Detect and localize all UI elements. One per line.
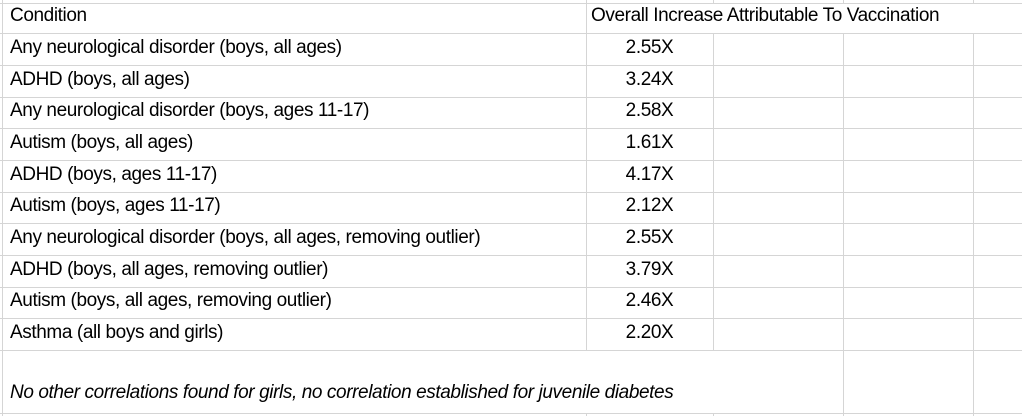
gridline-horizontal xyxy=(0,287,1022,288)
header-condition-cell[interactable]: Condition xyxy=(10,5,87,26)
gridline-horizontal xyxy=(0,33,1022,34)
gridline-vertical xyxy=(973,0,974,3)
condition-cell[interactable]: ADHD (boys, all ages) xyxy=(10,69,190,90)
table-row: Any neurological disorder (boys, all age… xyxy=(0,33,1022,65)
condition-cell[interactable]: Autism (boys, all ages) xyxy=(10,132,193,153)
gridline-vertical xyxy=(973,33,974,416)
gridline-vertical xyxy=(713,0,714,3)
gridline-vertical xyxy=(713,33,714,350)
gridline-horizontal xyxy=(0,223,1022,224)
header-row: Condition Overall Increase Attributable … xyxy=(0,3,1022,33)
value-cell[interactable]: 4.17X xyxy=(625,164,674,185)
footnote-row: No other correlations found for girls, n… xyxy=(0,350,1022,413)
value-cell[interactable]: 2.58X xyxy=(625,100,674,121)
table-row: ADHD (boys, all ages, removing outlier) … xyxy=(0,255,1022,287)
condition-cell[interactable]: ADHD (boys, ages 11-17) xyxy=(10,164,217,185)
condition-cell[interactable]: Asthma (all boys and girls) xyxy=(10,322,224,343)
gridline-horizontal xyxy=(0,413,1022,414)
condition-cell[interactable]: Any neurological disorder (boys, all age… xyxy=(10,37,342,58)
gridline-horizontal xyxy=(0,192,1022,193)
table-row: Autism (boys, ages 11-17) 2.12X xyxy=(0,192,1022,223)
condition-cell[interactable]: Any neurological disorder (boys, ages 11… xyxy=(10,100,370,121)
gridline-horizontal xyxy=(0,65,1022,66)
value-cell[interactable]: 3.79X xyxy=(625,259,674,280)
table-row: ADHD (boys, all ages) 3.24X xyxy=(0,65,1022,97)
condition-cell[interactable]: ADHD (boys, all ages, removing outlier) xyxy=(10,259,329,280)
footnote-cell[interactable]: No other correlations found for girls, n… xyxy=(10,382,674,403)
table-row: Asthma (all boys and girls) 2.20X xyxy=(0,318,1022,350)
gridline-horizontal xyxy=(0,350,1022,351)
value-cell[interactable]: 2.46X xyxy=(625,290,674,311)
gridline-horizontal xyxy=(0,160,1022,161)
gridline-horizontal xyxy=(0,255,1022,256)
gridline-vertical xyxy=(843,33,844,416)
condition-cell[interactable]: Any neurological disorder (boys, all age… xyxy=(10,227,481,248)
table-row: Any neurological disorder (boys, ages 11… xyxy=(0,97,1022,128)
gridline-horizontal xyxy=(0,97,1022,98)
value-cell[interactable]: 2.12X xyxy=(625,195,674,216)
value-cell[interactable]: 2.55X xyxy=(625,37,674,58)
condition-cell[interactable]: Autism (boys, all ages, removing outlier… xyxy=(10,290,332,311)
value-cell[interactable]: 3.24X xyxy=(625,69,674,90)
gridline-vertical xyxy=(586,413,587,416)
value-cell[interactable]: 2.20X xyxy=(625,322,674,343)
gridline-horizontal xyxy=(0,3,1022,4)
value-cell[interactable]: 1.61X xyxy=(625,132,674,153)
gridline-vertical xyxy=(2,0,3,416)
header-value-cell[interactable]: Overall Increase Attributable To Vaccina… xyxy=(591,5,940,26)
table-row: Any neurological disorder (boys, all age… xyxy=(0,223,1022,255)
gridline-vertical xyxy=(713,413,714,416)
table-row: Autism (boys, all ages) 1.61X xyxy=(0,128,1022,160)
table-row: Autism (boys, all ages, removing outlier… xyxy=(0,287,1022,318)
table-row: ADHD (boys, ages 11-17) 4.17X xyxy=(0,160,1022,192)
gridline-vertical xyxy=(843,0,844,3)
gridline-horizontal xyxy=(0,318,1022,319)
condition-cell[interactable]: Autism (boys, ages 11-17) xyxy=(10,195,221,216)
gridline-vertical xyxy=(586,0,587,350)
gridline-horizontal xyxy=(0,128,1022,129)
value-cell[interactable]: 2.55X xyxy=(625,227,674,248)
